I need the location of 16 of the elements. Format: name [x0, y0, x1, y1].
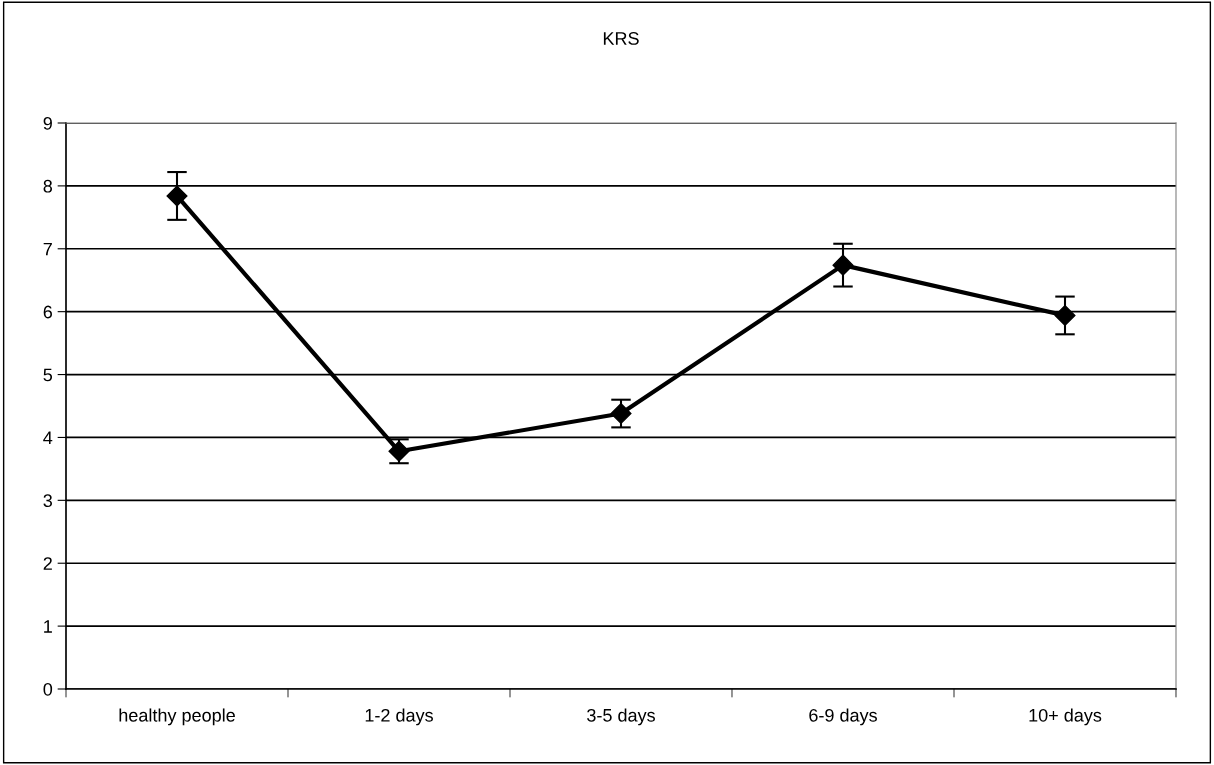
y-tick-label: 9: [43, 116, 52, 130]
y-tick-label: 1: [44, 620, 52, 633]
x-tick-label: 6-9 days: [809, 708, 877, 726]
y-tick-label: 2: [43, 557, 52, 570]
x-tick-label: 1-2 days: [365, 708, 433, 726]
y-tick-label: 6: [43, 305, 53, 319]
y-tick-label: 4: [43, 431, 53, 444]
x-tick-label: healthy people: [119, 708, 235, 726]
x-tick-label: 10+ days: [1029, 708, 1102, 726]
chart-title: KRS: [603, 32, 639, 45]
y-tick-label: 7: [43, 242, 52, 256]
y-tick-label: 3: [43, 494, 53, 508]
y-tick-label: 0: [43, 682, 53, 696]
y-tick-label: 8: [43, 179, 53, 193]
x-tick-label: 3-5 days: [587, 708, 655, 726]
y-tick-label: 5: [43, 368, 53, 382]
